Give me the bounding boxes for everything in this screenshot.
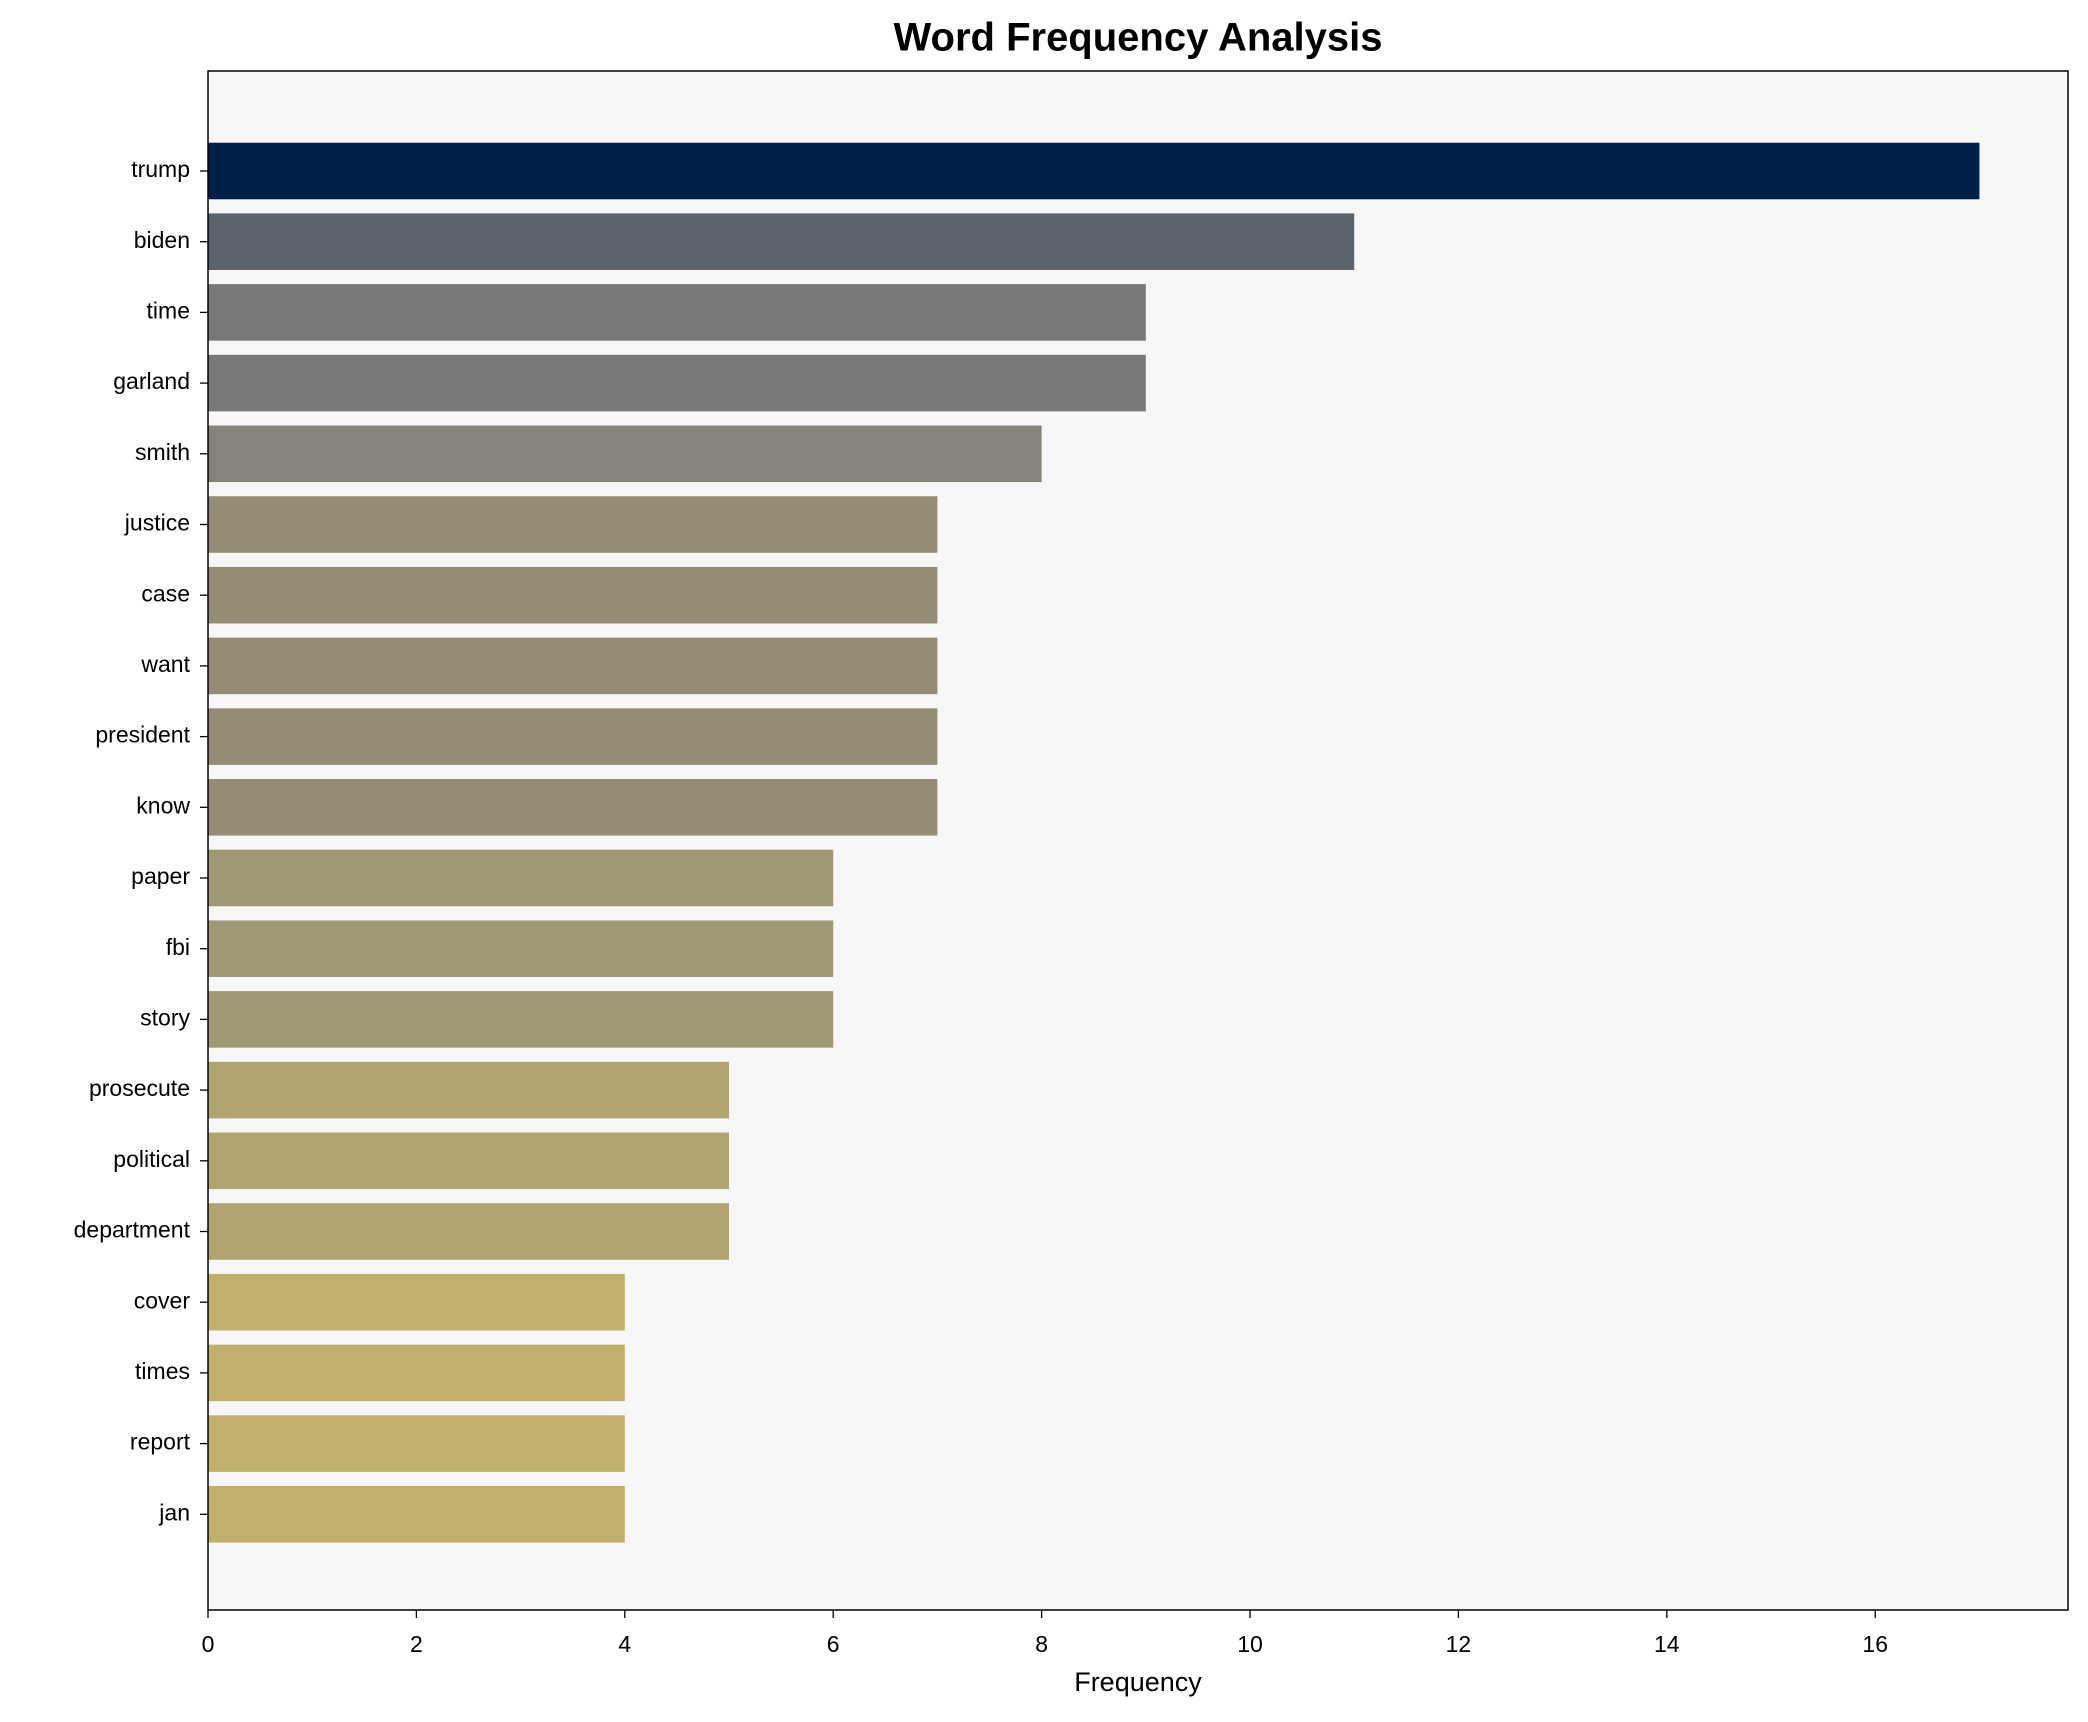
y-tick-label: smith [135, 439, 190, 465]
bar [208, 991, 834, 1048]
plot-frame [207, 70, 2069, 1611]
bar [208, 566, 938, 624]
bar [208, 637, 938, 695]
y-tick-label: times [135, 1358, 190, 1384]
bar [208, 708, 938, 765]
bar [208, 213, 1355, 270]
bar [208, 142, 1980, 200]
x-tick-label: 10 [1237, 1631, 1263, 1657]
y-tick-label: department [74, 1217, 191, 1243]
chart-title: Word Frequency Analysis [893, 16, 1382, 60]
x-tick-label: 16 [1862, 1631, 1888, 1657]
bar [208, 779, 938, 836]
bar [208, 1061, 730, 1119]
x-tick-label: 0 [202, 1631, 215, 1657]
bar [208, 1273, 625, 1331]
y-tick-label: case [141, 580, 190, 606]
y-tick-label: prosecute [89, 1075, 190, 1101]
bar [208, 1203, 730, 1260]
x-tick-label: 2 [410, 1631, 423, 1657]
bar [208, 849, 834, 907]
bar [208, 496, 938, 553]
y-tick-label: garland [113, 368, 190, 394]
bar [208, 920, 834, 977]
x-tick-label: 6 [827, 1631, 840, 1657]
y-tick-label: report [130, 1429, 191, 1455]
y-tick-label: paper [131, 863, 190, 889]
y-tick-label: president [95, 722, 190, 748]
bar [208, 425, 1042, 483]
y-tick-label: cover [134, 1287, 191, 1313]
y-tick-label: biden [134, 227, 190, 253]
x-axis-label: Frequency [1074, 1667, 1202, 1697]
y-tick-label: fbi [166, 934, 190, 960]
bar [208, 284, 1146, 341]
bar [208, 354, 1146, 412]
y-tick-label: jan [158, 1499, 190, 1525]
x-tick-label: 14 [1654, 1631, 1680, 1657]
y-tick-label: justice [124, 510, 190, 536]
y-tick-label: know [136, 792, 190, 818]
y-tick-label: political [113, 1146, 190, 1172]
bar [208, 1486, 625, 1543]
bar [208, 1344, 625, 1402]
y-tick-label: want [140, 651, 190, 677]
bar [208, 1132, 730, 1190]
y-tick-label: time [147, 297, 190, 323]
bar [208, 1415, 625, 1472]
x-tick-label: 8 [1035, 1631, 1048, 1657]
y-tick-label: trump [131, 156, 190, 182]
x-tick-label: 12 [1446, 1631, 1472, 1657]
x-tick-label: 4 [618, 1631, 631, 1657]
y-tick-label: story [140, 1004, 190, 1030]
